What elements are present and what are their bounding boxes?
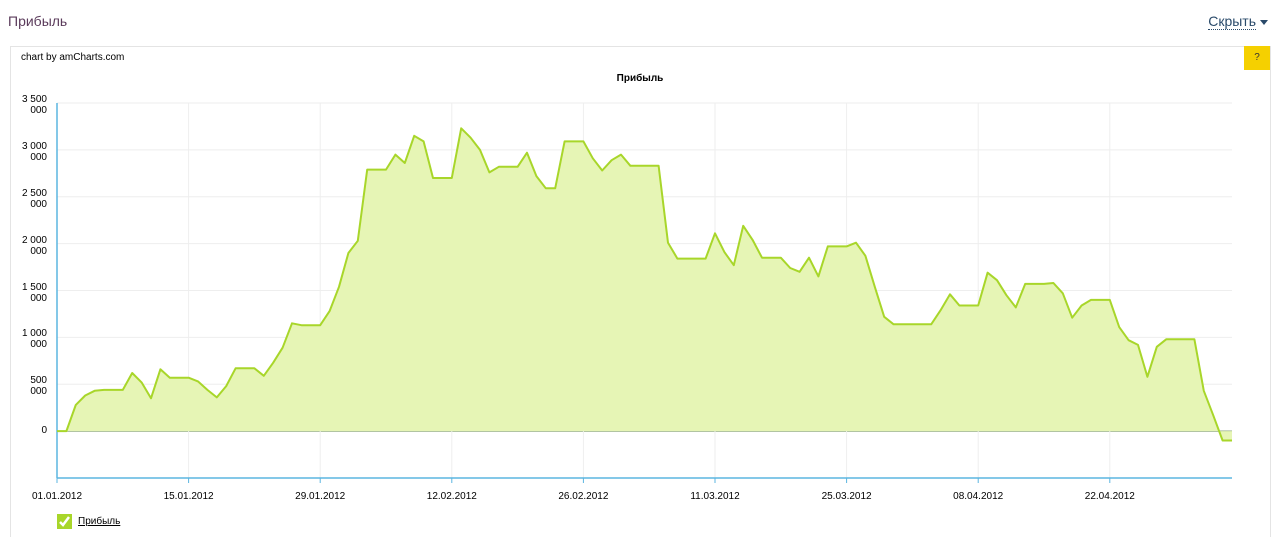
y-tick-label: 500 000 — [30, 375, 47, 398]
x-tick-label: 26.02.2012 — [558, 491, 609, 502]
x-tick-label: 11.03.2012 — [690, 491, 740, 502]
help-button[interactable]: ? — [1244, 46, 1270, 70]
x-tick-label: 15.01.2012 — [163, 491, 214, 502]
credit: chart by amCharts.com — [21, 52, 125, 63]
hide-toggle[interactable]: Скрыть — [1208, 13, 1256, 30]
x-tick-label: 08.04.2012 — [953, 491, 1004, 502]
chart-frame — [10, 46, 1271, 537]
y-tick-label: 2 500 000 — [21, 187, 47, 210]
panel-title: Прибыль — [8, 13, 68, 29]
legend-label[interactable]: Прибыль — [78, 516, 121, 527]
y-tick-label: 2 000 000 — [21, 234, 47, 257]
legend-checkbox[interactable] — [57, 514, 72, 529]
area-fill — [57, 128, 1232, 441]
toggle-arrow[interactable] — [1260, 20, 1268, 25]
line — [57, 127, 1232, 442]
y-tick-label: 1 000 000 — [21, 328, 47, 351]
y-tick-label: 3 000 000 — [21, 140, 47, 163]
y-tick-label: 3 500 000 — [21, 94, 47, 116]
x-tick-label: 12.02.2012 — [426, 491, 477, 502]
x-tick-label: 29.01.2012 — [295, 491, 346, 502]
chart-title: Прибыль — [616, 73, 664, 84]
y-tick-label: 0 — [41, 425, 47, 437]
x-tick-label: 01.01.2012 — [31, 491, 83, 502]
x-tick-label: 22.04.2012 — [1084, 491, 1135, 502]
y-tick-label: 1 500 000 — [21, 281, 47, 304]
x-tick-label: 25.03.2012 — [821, 491, 872, 502]
check-icon — [59, 516, 70, 527]
